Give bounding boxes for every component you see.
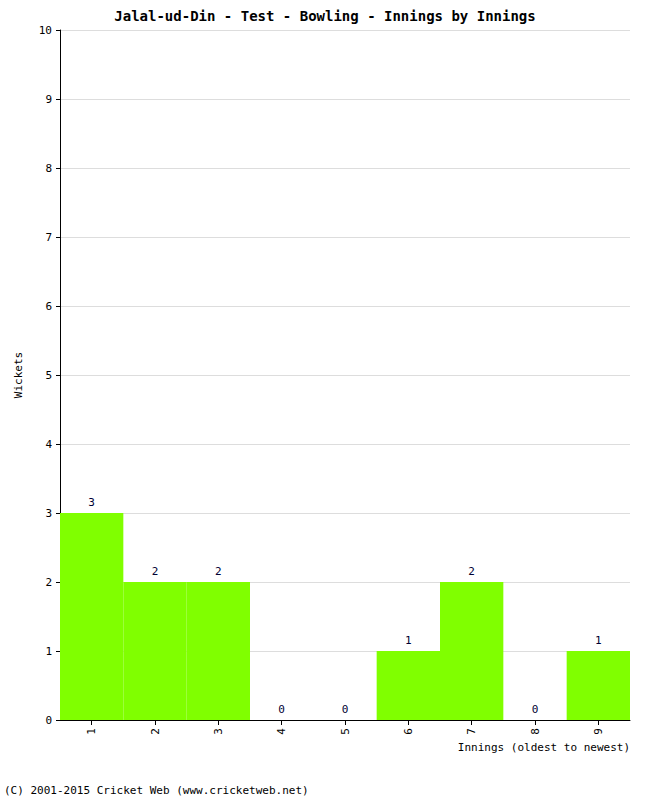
svg-text:2: 2 [152,565,159,578]
svg-text:2: 2 [215,565,222,578]
svg-text:Innings (oldest to newest): Innings (oldest to newest) [458,741,630,754]
svg-text:2: 2 [468,565,475,578]
svg-text:10: 10 [39,24,52,37]
svg-text:2: 2 [149,728,162,735]
svg-text:7: 7 [465,728,478,735]
svg-text:1: 1 [85,728,98,735]
svg-text:2: 2 [45,576,52,589]
svg-text:5: 5 [339,728,352,735]
svg-text:0: 0 [278,703,285,716]
svg-text:3: 3 [88,496,95,509]
svg-text:0: 0 [342,703,349,716]
svg-text:1: 1 [45,645,52,658]
svg-text:6: 6 [402,728,415,735]
svg-text:5: 5 [45,369,52,382]
svg-text:1: 1 [405,634,412,647]
svg-text:6: 6 [45,300,52,313]
svg-text:0: 0 [45,714,52,727]
svg-text:3: 3 [45,507,52,520]
svg-text:(C) 2001-2015 Cricket Web (www: (C) 2001-2015 Cricket Web (www.cricketwe… [4,784,309,797]
svg-text:0: 0 [532,703,539,716]
svg-text:7: 7 [45,231,52,244]
svg-text:4: 4 [275,728,288,735]
svg-text:1: 1 [595,634,602,647]
svg-text:3: 3 [212,728,225,735]
svg-text:4: 4 [45,438,52,451]
svg-text:Wickets: Wickets [12,352,25,398]
svg-text:9: 9 [592,728,605,735]
svg-text:8: 8 [45,162,52,175]
svg-text:Jalal-ud-Din - Test - Bowling: Jalal-ud-Din - Test - Bowling - Innings … [114,8,535,24]
svg-text:8: 8 [529,728,542,735]
svg-text:9: 9 [45,93,52,106]
